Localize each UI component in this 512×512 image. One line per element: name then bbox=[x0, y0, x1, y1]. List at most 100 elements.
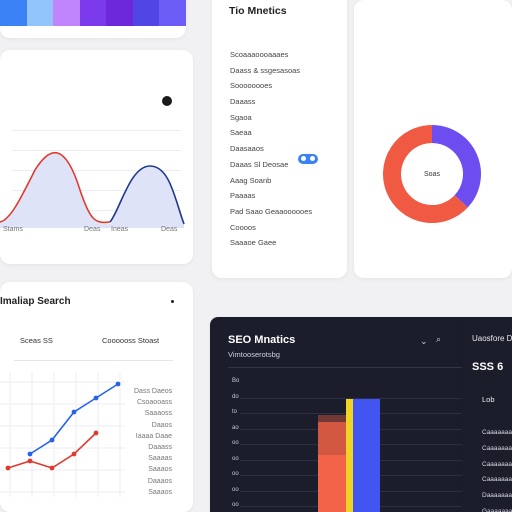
y-tick-label: oo bbox=[232, 455, 239, 462]
wave-chart bbox=[0, 152, 185, 228]
legend-item: Csoaooass bbox=[136, 399, 172, 407]
right-list-item[interactable]: Caaaaaaaaaaaasso bbox=[482, 429, 512, 436]
dot-menu-icon[interactable] bbox=[163, 97, 171, 105]
blue-series-point bbox=[93, 395, 99, 401]
red-series-point bbox=[71, 451, 77, 457]
donut-center-label: Soas bbox=[424, 171, 440, 178]
right-header: Uaosfore Dmaea bbox=[472, 334, 512, 343]
search-card: Imaliap Search Sceas SS Coooooss Stoast … bbox=[0, 282, 193, 512]
right-list-item[interactable]: Caaaaaaaaaaaaaaaa bbox=[482, 476, 512, 484]
legend-item: Daaaos bbox=[147, 477, 172, 485]
right-list-item[interactable]: Caaaaaaaaso bbox=[482, 444, 512, 452]
metrics-list: Scoaaaoooaaaes Daass & ssgesasoas Sooooooo… bbox=[230, 47, 312, 251]
y-tick-label: to bbox=[232, 409, 238, 415]
blue-series-point bbox=[49, 437, 55, 443]
red-series-point bbox=[27, 458, 33, 464]
color-swatch bbox=[53, 0, 81, 26]
right-list-item[interactable]: Gaaaaaaaaaaa bbox=[482, 508, 512, 512]
grid-line bbox=[12, 190, 181, 191]
metrics-list-item[interactable]: Aaag Soanb bbox=[230, 175, 272, 185]
wave-chart-card: Stams Deas Ineas Deas bbox=[0, 50, 193, 264]
right-panel: Uaosfore Dmaea SSS 6 Lob Caaaaaaaaaaaass… bbox=[462, 317, 512, 512]
stat-right: Coooooss Stoast bbox=[102, 336, 160, 345]
search-card-title: Imaliap Search bbox=[0, 296, 71, 307]
donut-card: Soas bbox=[354, 0, 512, 278]
blue-series-point bbox=[71, 409, 77, 415]
color-swatch-card bbox=[0, 0, 186, 38]
grid-line bbox=[240, 397, 465, 399]
color-swatch bbox=[0, 0, 28, 26]
donut-slice bbox=[431, 125, 481, 208]
metrics-card: Tio Mnetics Scoaaaoooaaaes Daass & ssgesa… bbox=[212, 0, 347, 278]
search-line-chart bbox=[0, 372, 125, 497]
wave-area bbox=[0, 152, 184, 228]
metrics-list-item[interactable]: Sgaoa bbox=[230, 112, 252, 122]
info-pill-icon[interactable] bbox=[298, 154, 318, 164]
metrics-title: Tio Mnetics bbox=[229, 5, 287, 17]
metrics-list-item[interactable]: Pad Saao Geaaoooooes bbox=[230, 206, 313, 216]
bar-yellow bbox=[346, 399, 353, 512]
metrics-list-item[interactable]: Daaas Sl Deosae bbox=[230, 159, 289, 169]
seo-title: SEO Mnatics bbox=[228, 334, 296, 346]
right-list-item[interactable]: Caaaaaaaaaaaoso bbox=[482, 460, 512, 468]
search-legend: Dass Daeos Csoaooass Saaaoss Daaos Iaaaa Daa… bbox=[134, 386, 172, 498]
divider bbox=[228, 367, 465, 368]
blue-series-point bbox=[115, 381, 121, 387]
legend-item: Saaaos bbox=[148, 488, 172, 496]
y-tick-label: oo bbox=[232, 440, 239, 446]
legend-item: Daaos bbox=[151, 421, 172, 429]
bar-red-shade bbox=[318, 415, 346, 455]
metrics-list-item[interactable]: Scoaaaoooaaaes bbox=[230, 50, 289, 59]
color-swatch bbox=[159, 0, 186, 26]
donut-slice bbox=[383, 125, 468, 223]
red-series-point bbox=[49, 465, 55, 471]
chevron-down-icon[interactable]: ⌄ bbox=[420, 336, 428, 346]
blue-series-point bbox=[27, 451, 33, 457]
metrics-list-item[interactable]: Saaaoe Gaee bbox=[230, 238, 277, 248]
y-tick-label: Bo bbox=[232, 378, 240, 384]
legend-item: Dass Daeos bbox=[134, 388, 173, 395]
legend-item: Saaaos bbox=[148, 466, 172, 474]
wave-red-line bbox=[0, 152, 111, 224]
y-tick-label: oo bbox=[232, 471, 239, 477]
search-icon[interactable]: ⌕ bbox=[436, 334, 442, 344]
right-list-item[interactable]: Daaaaaaaaaaaa bbox=[482, 492, 512, 500]
y-tick-label: ao bbox=[232, 424, 239, 431]
divider bbox=[14, 360, 173, 361]
grid-line bbox=[12, 130, 181, 131]
stat-left: Sceas SS bbox=[20, 336, 53, 345]
metrics-list-item[interactable]: Coooos bbox=[230, 222, 256, 232]
y-tick-label: do bbox=[232, 393, 239, 400]
metrics-list-item[interactable]: Daaass bbox=[230, 97, 256, 107]
donut-chart bbox=[383, 125, 481, 223]
metrics-list-item[interactable]: Daasaaos bbox=[230, 144, 264, 154]
dot-menu-icon[interactable] bbox=[171, 300, 174, 303]
grid-line bbox=[12, 170, 181, 171]
legend-item: Daaass bbox=[148, 443, 172, 451]
metrics-list-item[interactable]: Paaaas bbox=[230, 191, 256, 201]
metrics-list-item[interactable]: Saeaa bbox=[230, 128, 252, 138]
x-label: Deas bbox=[84, 226, 101, 233]
right-sub-label: Lob bbox=[482, 395, 495, 404]
x-label: Ineas bbox=[111, 226, 129, 233]
x-label: Deas bbox=[161, 226, 178, 233]
bar-blue bbox=[353, 399, 380, 512]
blue-series-line bbox=[29, 383, 119, 455]
red-series-point bbox=[5, 465, 11, 471]
legend-item: Saaaas bbox=[148, 455, 172, 463]
grid-line bbox=[12, 150, 181, 151]
metrics-list-item[interactable]: Daass & ssgesasoas bbox=[230, 65, 301, 75]
metrics-list-item[interactable]: Soooooooes bbox=[230, 81, 273, 91]
grid-line bbox=[12, 210, 181, 211]
right-value: SSS 6 bbox=[472, 361, 504, 373]
seo-subtitle: Vimtooserotsbg bbox=[228, 350, 280, 359]
color-swatch bbox=[26, 0, 54, 26]
x-label: Stams bbox=[3, 226, 23, 233]
red-series-point bbox=[93, 430, 99, 436]
color-swatch bbox=[79, 0, 107, 26]
y-tick-label: oo bbox=[232, 486, 239, 493]
legend-item: Iaaaa Daae bbox=[135, 432, 172, 440]
color-swatch bbox=[106, 0, 134, 26]
color-swatch bbox=[132, 0, 160, 26]
legend-item: Saaaoss bbox=[144, 410, 172, 418]
